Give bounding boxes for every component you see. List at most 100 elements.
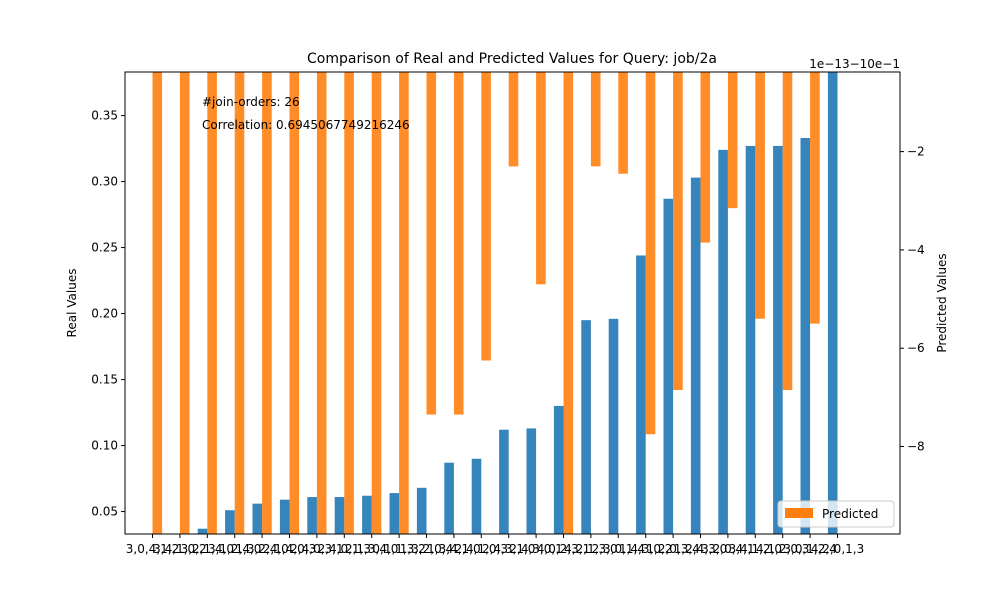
left-tick-label: 0.10: [91, 439, 118, 453]
left-tick-label: 0.05: [91, 505, 118, 519]
real-bar: [197, 528, 208, 534]
legend-frame: [777, 500, 895, 528]
predicted-bar: [426, 72, 437, 415]
real-bar: [636, 255, 646, 535]
left-tick-label: 0.20: [91, 307, 118, 321]
real-bar: [444, 462, 454, 534]
predicted-bar: [590, 72, 601, 167]
legend-label-predicted: Predicted: [822, 507, 878, 521]
right-axis-label: Predicted Values: [935, 253, 949, 352]
x-tick-label: 1,4,3,0,2: [619, 542, 672, 556]
right-tick-label: −6: [907, 341, 925, 355]
x-tick-label: 3,0,1,2,4: [783, 542, 836, 556]
x-tick-label: 2,3,0,1,4: [592, 542, 645, 556]
predicted-bar: [453, 72, 464, 415]
legend: Predicted: [777, 500, 895, 528]
predicted-bar: [563, 72, 574, 534]
real-bar: [334, 497, 345, 534]
x-tick-label: 3,4,1,0,2: [153, 542, 206, 556]
predicted-bar: [727, 72, 738, 209]
predicted-bar: [152, 72, 163, 534]
real-bar: [416, 487, 427, 534]
real-bar: [581, 320, 591, 534]
x-tick-label: 1,2,4,3,0: [674, 542, 727, 556]
x-tick-label: 3,1,2,4,0: [208, 542, 261, 556]
x-tick-label: 3,2,0,4,1: [701, 542, 754, 556]
x-tick-label: 1,3,2,4,0: [235, 542, 288, 556]
right-axis-ticks: −8 −6 −4 −2: [900, 145, 925, 454]
predicted-bar: [536, 72, 546, 285]
real-bar: [553, 405, 564, 534]
x-tick-label: 2,4,3,1,0: [482, 542, 535, 556]
predicted-bar: [344, 72, 354, 534]
predicted-bar: [481, 72, 491, 361]
real-bar: [827, 72, 838, 534]
real-bar: [745, 145, 756, 535]
x-tick-label: 0,1,1,3,2: [372, 542, 425, 556]
plot-area-frame: [124, 71, 901, 535]
real-bar: [471, 458, 482, 534]
annotation-join-orders: #join-orders: 26: [202, 95, 300, 109]
predicted-bar: [755, 72, 765, 319]
predicted-bar: [234, 72, 245, 534]
predicted-bar: [179, 72, 190, 534]
real-bar: [800, 138, 811, 534]
real-bars-group: [197, 72, 838, 535]
right-tick-label: −8: [907, 440, 925, 454]
x-axis-ticks: 3,0,4,1,23,4,1,0,23,2,1,4,03,1,2,4,01,3,…: [126, 534, 864, 556]
real-bar: [773, 145, 783, 535]
x-tick-label: 4,2,0,1,3: [811, 542, 864, 556]
predicted-bar: [673, 72, 683, 390]
real-bar: [307, 497, 317, 534]
real-bar: [499, 429, 509, 534]
real-bar: [663, 198, 674, 534]
predicted-bar: [399, 72, 409, 534]
x-tick-label: 2,4,0,3,1: [290, 542, 343, 556]
real-bar: [526, 428, 537, 534]
right-axis-offset-label: 1e−13−10e−1: [809, 57, 900, 71]
real-bar: [608, 318, 619, 534]
x-tick-label: 2,4,1,0,3: [455, 542, 508, 556]
predicted-bar: [207, 72, 217, 534]
predicted-bar: [810, 72, 820, 324]
predicted-bar: [316, 72, 327, 534]
x-tick-label: 2,1,3,4,0: [345, 542, 398, 556]
x-tick-label: 1,2,0,3,4: [646, 542, 699, 556]
real-bar: [225, 510, 235, 534]
real-bar: [362, 495, 372, 534]
x-tick-label: 3,2,1,4,0: [181, 542, 234, 556]
x-tick-label: 2,4,0,1,3: [318, 542, 371, 556]
predicted-bar: [371, 72, 382, 534]
real-bar: [718, 149, 728, 534]
left-tick-label: 0.15: [91, 373, 118, 387]
legend-swatch-predicted: [785, 508, 813, 518]
left-tick-label: 0.35: [91, 109, 118, 123]
left-tick-label: 0.25: [91, 241, 118, 255]
left-axis-ticks: 0.05 0.10 0.15 0.20 0.25 0.30 0.35: [91, 109, 125, 519]
right-tick-label: −2: [907, 145, 925, 159]
predicted-bar: [508, 72, 519, 167]
predicted-bar: [262, 72, 272, 534]
predicted-bar: [700, 72, 711, 243]
real-bar: [389, 493, 400, 534]
annotation-correlation: Correlation: 0.6945067749216246: [202, 118, 410, 132]
left-axis-label: Real Values: [65, 269, 79, 338]
x-tick-label: 2,4,3,0,1: [509, 542, 562, 556]
left-tick-label: 0.30: [91, 175, 118, 189]
x-tick-label: 3,4,1,2,0: [729, 542, 782, 556]
predicted-bar: [645, 72, 656, 435]
predicted-bar: [618, 72, 628, 174]
x-tick-label: 4,2,1,3,0: [564, 542, 617, 556]
predicted-bar: [782, 72, 793, 390]
x-tick-label: 1,3,2,0,4: [400, 542, 453, 556]
x-tick-label: 2,1,4,0,3: [263, 542, 316, 556]
predicted-bars-group: [152, 72, 820, 534]
chart-title: Comparison of Real and Predicted Values …: [307, 51, 717, 67]
real-bar: [279, 499, 290, 534]
x-tick-label: 4,1,2,0,3: [756, 542, 809, 556]
x-tick-label: 3,0,4,1,2: [126, 542, 179, 556]
predicted-bar: [289, 72, 300, 534]
real-bar: [690, 177, 701, 534]
